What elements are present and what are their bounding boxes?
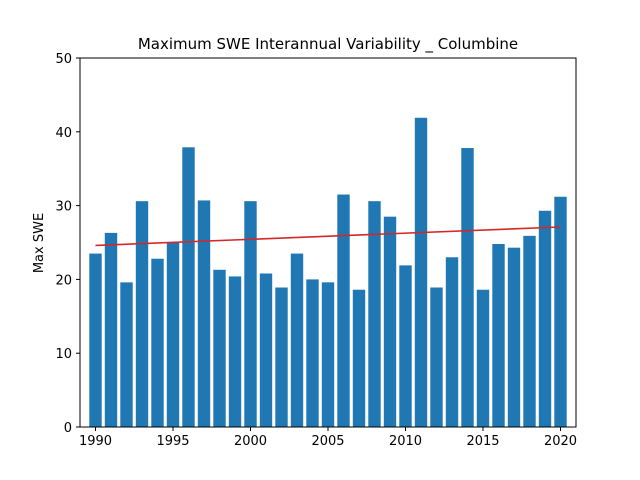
x-tick-label-2020: 2020 [544,434,577,449]
x-tick-label-2000: 2000 [234,434,267,449]
bar-2000 [244,201,257,427]
y-tick-label-10: 10 [55,347,72,362]
y-tick-label-40: 40 [55,126,72,141]
bar-2020 [554,196,567,427]
bar-2017 [507,247,521,427]
bar-1992 [120,282,133,427]
x-axis-ticks: 1990 1995 2000 2005 2010 2015 2020 [79,427,577,449]
x-tick-label-1995: 1995 [156,434,189,449]
y-axis-ticks: 0 10 20 30 40 50 [55,52,80,436]
bar-2018 [523,235,536,427]
bar-2019 [538,210,552,427]
bar-2016 [492,243,505,427]
bar-2010 [399,265,412,427]
bar-1994 [151,258,164,427]
bar-2006 [337,194,350,427]
bar-2007 [352,289,366,427]
bar-2004 [306,279,319,427]
trend-line [95,226,561,247]
bar-1991 [104,232,118,427]
plot-area-frame [79,57,577,428]
bar-2001 [259,273,273,427]
y-tick-label-20: 20 [55,273,72,288]
bar-1993 [135,201,149,427]
y-axis-label: Max SWE [32,213,47,273]
bar-2008 [368,201,381,427]
x-tick-label-2015: 2015 [466,434,499,449]
bar-2015 [476,289,490,427]
bar-1995 [166,242,180,427]
y-tick-label-30: 30 [55,200,72,215]
y-tick-label-0: 0 [64,421,72,436]
bar-1999 [228,276,242,427]
x-tick-label-2010: 2010 [389,434,422,449]
y-tick-label-50: 50 [55,52,72,67]
bar-2009 [383,216,397,427]
bar-2003 [290,253,304,427]
bar-1996 [182,147,195,427]
bar-1997 [197,200,211,427]
chart-title: Maximum SWE Interannual Variability _ Co… [138,35,518,54]
bar-series [89,117,567,427]
bar-2012 [430,287,443,427]
bar-2011 [414,117,428,427]
bar-1990 [89,253,102,427]
x-tick-label-1990: 1990 [79,434,112,449]
bar-2014 [461,148,474,427]
bar-2013 [445,257,459,427]
bar-2005 [321,282,335,427]
x-tick-label-2005: 2005 [311,434,344,449]
bar-1998 [213,269,226,427]
bar-2002 [275,287,288,427]
trend-line-group [95,226,561,247]
